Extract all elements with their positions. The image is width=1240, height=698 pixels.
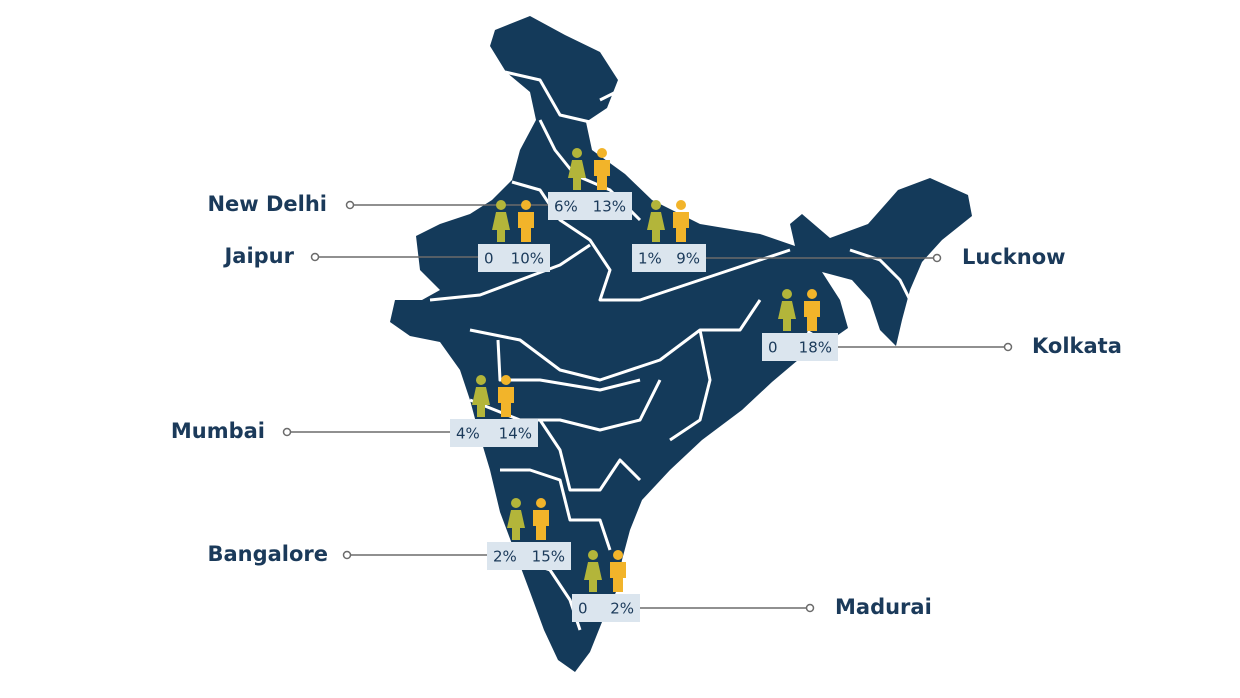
female-icon-head bbox=[511, 498, 521, 508]
female-percent: 4% bbox=[456, 425, 480, 443]
percent-box bbox=[487, 542, 571, 570]
city-callout: Lucknow 1% 9% bbox=[632, 200, 1066, 272]
male-icon-body bbox=[673, 212, 689, 242]
male-icon-body bbox=[533, 510, 549, 540]
female-percent: 0 bbox=[768, 339, 778, 357]
male-icon-body bbox=[498, 387, 514, 417]
male-icon-body bbox=[594, 160, 610, 190]
female-icon-head bbox=[476, 375, 486, 385]
male-icon-head bbox=[613, 550, 623, 560]
percent-box bbox=[548, 192, 632, 220]
female-icon-body bbox=[778, 301, 796, 331]
city-name: Jaipur bbox=[222, 244, 294, 268]
leader-dot bbox=[282, 427, 292, 437]
male-percent: 18% bbox=[799, 339, 832, 357]
female-percent: 1% bbox=[638, 250, 662, 268]
male-icon-body bbox=[518, 212, 534, 242]
city-callout: Mumbai 4% 14% bbox=[171, 375, 538, 447]
city-name: Kolkata bbox=[1032, 334, 1122, 358]
male-icon-head bbox=[807, 289, 817, 299]
male-icon-body bbox=[610, 562, 626, 592]
percent-box bbox=[450, 419, 538, 447]
female-icon-body bbox=[584, 562, 602, 592]
leader-dot bbox=[345, 200, 355, 210]
male-percent: 9% bbox=[676, 250, 700, 268]
city-callout: Bangalore 2% 15% bbox=[207, 498, 571, 570]
city-name: Lucknow bbox=[962, 245, 1066, 269]
percent-box bbox=[632, 244, 706, 272]
female-icon-body bbox=[472, 387, 490, 417]
male-icon-head bbox=[676, 200, 686, 210]
female-percent: 0 bbox=[578, 600, 588, 618]
female-icon-head bbox=[782, 289, 792, 299]
female-icon-head bbox=[588, 550, 598, 560]
female-percent: 0 bbox=[484, 250, 494, 268]
female-icon-head bbox=[572, 148, 582, 158]
male-percent: 15% bbox=[532, 548, 565, 566]
female-icon-body bbox=[568, 160, 586, 190]
leader-dot bbox=[310, 252, 320, 262]
female-percent: 2% bbox=[493, 548, 517, 566]
percent-box bbox=[478, 244, 550, 272]
female-percent: 6% bbox=[554, 198, 578, 216]
city-name: Mumbai bbox=[171, 419, 265, 443]
city-callout: Madurai 0 2% bbox=[572, 550, 932, 622]
percent-box bbox=[762, 333, 838, 361]
city-callout: Jaipur 0 10% bbox=[222, 200, 550, 272]
male-percent: 14% bbox=[499, 425, 532, 443]
leader-dot bbox=[805, 603, 815, 613]
male-icon-head bbox=[536, 498, 546, 508]
city-callout: Kolkata 0 18% bbox=[762, 289, 1122, 361]
male-percent: 10% bbox=[511, 250, 544, 268]
male-icon-head bbox=[597, 148, 607, 158]
leader-dot bbox=[932, 253, 942, 263]
city-name: Madurai bbox=[835, 595, 932, 619]
female-icon-head bbox=[496, 200, 506, 210]
female-icon-body bbox=[492, 212, 510, 242]
male-percent: 13% bbox=[593, 198, 626, 216]
female-icon-body bbox=[647, 212, 665, 242]
male-icon-body bbox=[804, 301, 820, 331]
city-name: New Delhi bbox=[207, 192, 327, 216]
india-map bbox=[390, 16, 972, 672]
female-icon-body bbox=[507, 510, 525, 540]
male-percent: 2% bbox=[610, 600, 634, 618]
percent-box bbox=[572, 594, 640, 622]
leader-dot bbox=[1003, 342, 1013, 352]
male-icon-head bbox=[501, 375, 511, 385]
male-icon-head bbox=[521, 200, 531, 210]
leader-dot bbox=[342, 550, 352, 560]
city-callout: New Delhi 6% 13% bbox=[207, 148, 632, 220]
city-name: Bangalore bbox=[207, 542, 328, 566]
female-icon-head bbox=[651, 200, 661, 210]
